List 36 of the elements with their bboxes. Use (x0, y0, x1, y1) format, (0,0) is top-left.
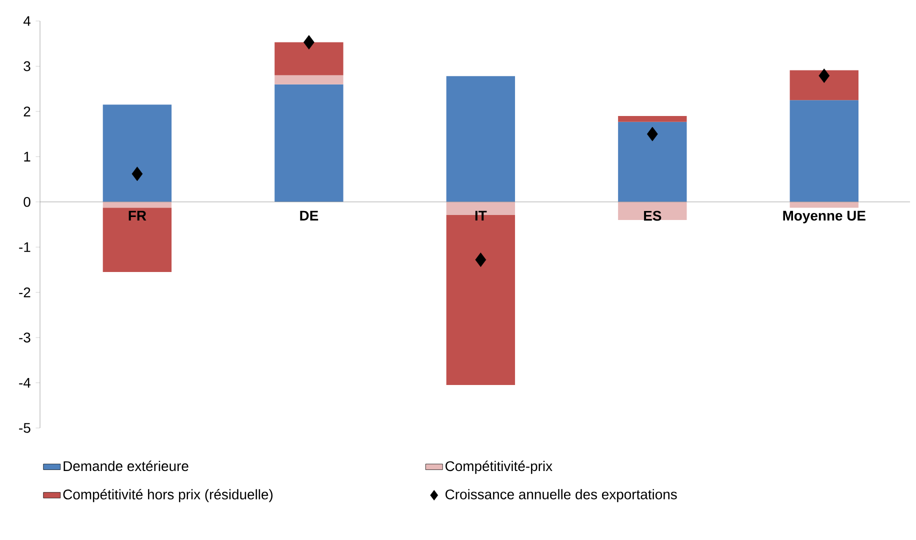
y-tick-label: 1 (24, 152, 30, 162)
bar (790, 202, 858, 208)
bar (790, 70, 858, 100)
point (646, 126, 658, 142)
x-tick-label: Moyenne UE (783, 210, 866, 224)
bar (274, 75, 344, 84)
bar (618, 116, 687, 122)
y-tick-label: -3 (19, 332, 30, 342)
bar (274, 42, 344, 76)
y-tick-label: 0 (24, 196, 30, 207)
bar (618, 122, 687, 202)
y-tick-label: -5 (19, 423, 30, 433)
bar (274, 84, 344, 202)
legend-label: Demande extérieure (64, 460, 188, 472)
bar (790, 100, 858, 202)
x-tick-label: FR (128, 210, 146, 220)
y-tick-label: 3 (24, 61, 30, 72)
bar (102, 208, 172, 272)
bar (102, 202, 172, 208)
y-tick-label: -1 (19, 242, 30, 252)
legend-label: Compétitivité-prix (446, 460, 552, 474)
y-tick-label: -4 (19, 378, 30, 388)
bar (102, 104, 172, 202)
bar (618, 202, 687, 220)
x-tick-label: ES (644, 210, 662, 221)
point (132, 166, 143, 182)
y-tick-label: 4 (23, 16, 30, 26)
y-tick-label: -2 (19, 287, 30, 298)
legend-label: Compétitivité hors prix (résiduelle) (63, 489, 273, 502)
bar (446, 76, 516, 202)
legend-label: Croissance annuelle des exportations (446, 489, 677, 502)
y-tick-label: 2 (24, 106, 30, 116)
x-tick-label: DE (300, 210, 318, 220)
point (475, 252, 486, 267)
point (818, 68, 830, 83)
point (303, 35, 314, 50)
